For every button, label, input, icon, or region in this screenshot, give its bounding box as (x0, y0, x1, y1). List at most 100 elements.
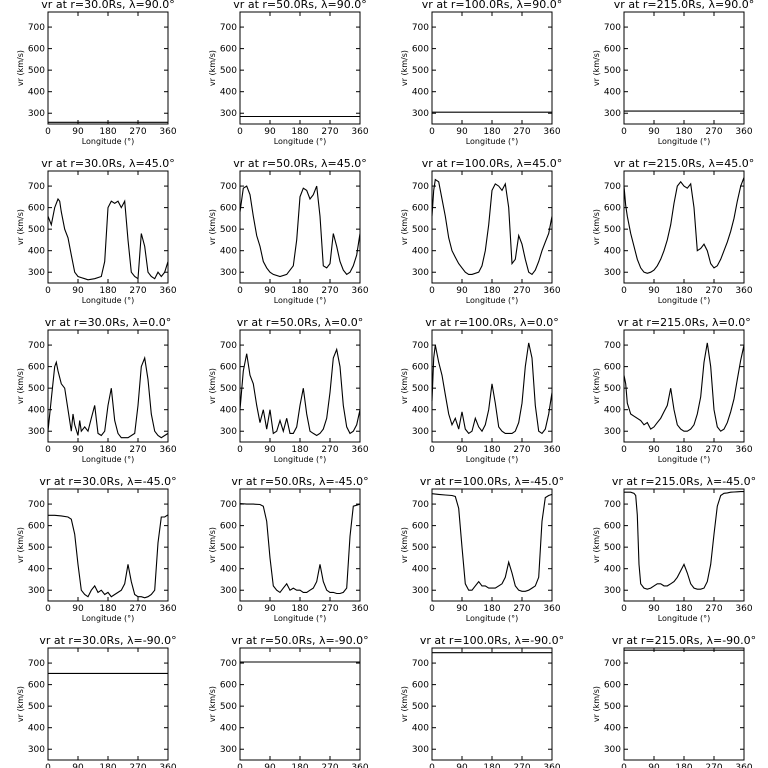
x-tick-label: 180 (99, 286, 116, 296)
y-tick-label: 500 (604, 225, 621, 235)
series-line (239, 503, 361, 595)
x-tick-label: 90 (264, 445, 276, 455)
y-tick-label: 600 (412, 204, 429, 214)
panel-20: vr at r=215.0Rs, λ=-90.0° 0 90 180 270 360 300… (592, 634, 756, 768)
panel-19: vr at r=100.0Rs, λ=-90.0° 0 90 180 270 360 300… (400, 634, 564, 768)
x-axis-label: Longitude (°) (466, 614, 519, 623)
x-tick-label: 0 (429, 445, 435, 455)
x-tick-label: 360 (543, 604, 560, 614)
series-line (623, 342, 745, 432)
y-tick-label: 300 (220, 268, 237, 278)
y-axis-label: vr (km/s) (208, 686, 217, 722)
x-tick-label: 270 (513, 127, 530, 137)
y-tick-label: 500 (220, 66, 237, 76)
y-tick-label: 500 (412, 66, 429, 76)
panel-title: vr at r=30.0Rs, λ=-45.0° (39, 475, 176, 488)
plot-frame (239, 647, 361, 761)
panel-title: vr at r=50.0Rs, λ=-90.0° (231, 634, 368, 647)
y-tick-label: 300 (604, 586, 621, 596)
x-tick-label: 270 (129, 445, 146, 455)
x-tick-label: 90 (648, 127, 660, 137)
plot-frame (47, 488, 169, 602)
y-tick-label: 400 (28, 88, 45, 98)
y-tick-label: 300 (28, 109, 45, 119)
x-tick-label: 270 (513, 604, 530, 614)
plot-frame (47, 170, 169, 284)
y-tick-label: 500 (28, 543, 45, 553)
x-tick-label: 90 (648, 763, 660, 768)
y-axis-label: vr (km/s) (400, 368, 409, 404)
x-tick-label: 270 (705, 763, 722, 768)
panel-12: vr at r=215.0Rs, λ=0.0° 0 90 180 270 360 300 40… (592, 316, 753, 464)
plot-frame (431, 11, 553, 125)
y-tick-label: 600 (412, 681, 429, 691)
y-tick-label: 400 (604, 565, 621, 575)
y-tick-label: 600 (412, 45, 429, 55)
x-tick-label: 90 (72, 445, 84, 455)
y-tick-label: 400 (28, 247, 45, 257)
x-tick-label: 0 (45, 763, 51, 768)
x-tick-label: 360 (159, 763, 176, 768)
x-tick-label: 360 (159, 604, 176, 614)
x-tick-label: 0 (237, 445, 243, 455)
y-tick-label: 300 (28, 745, 45, 755)
y-tick-label: 600 (28, 681, 45, 691)
series-line (47, 197, 169, 281)
panel-title: vr at r=215.0Rs, λ=45.0° (614, 157, 754, 170)
y-tick-label: 700 (412, 500, 429, 510)
x-tick-label: 180 (99, 763, 116, 768)
y-tick-label: 400 (220, 565, 237, 575)
y-tick-label: 500 (604, 702, 621, 712)
y-axis-label: vr (km/s) (592, 527, 601, 563)
y-tick-label: 300 (28, 586, 45, 596)
y-tick-label: 700 (604, 659, 621, 669)
y-axis-label: vr (km/s) (400, 686, 409, 722)
x-tick-label: 0 (621, 127, 627, 137)
y-tick-label: 500 (412, 702, 429, 712)
y-tick-label: 700 (412, 659, 429, 669)
y-tick-label: 300 (220, 586, 237, 596)
y-tick-label: 500 (220, 543, 237, 553)
series-line (623, 177, 745, 274)
y-tick-label: 400 (220, 406, 237, 416)
y-tick-label: 700 (220, 500, 237, 510)
y-tick-label: 300 (604, 427, 621, 437)
y-axis-label: vr (km/s) (16, 686, 25, 722)
y-tick-label: 700 (220, 659, 237, 669)
x-tick-label: 0 (429, 763, 435, 768)
x-tick-label: 180 (291, 127, 308, 137)
x-tick-label: 90 (648, 445, 660, 455)
panel-16: vr at r=215.0Rs, λ=-45.0° 0 90 180 270 360 300… (592, 475, 756, 623)
x-tick-label: 0 (237, 127, 243, 137)
x-tick-label: 90 (264, 286, 276, 296)
x-tick-label: 180 (483, 445, 500, 455)
y-tick-label: 600 (28, 204, 45, 214)
y-tick-label: 400 (220, 724, 237, 734)
x-axis-label: Longitude (°) (658, 296, 711, 305)
panel-title: vr at r=100.0Rs, λ=0.0° (425, 316, 558, 329)
x-tick-label: 180 (675, 763, 692, 768)
y-tick-label: 500 (220, 702, 237, 712)
x-tick-label: 90 (648, 604, 660, 614)
x-tick-label: 90 (456, 445, 468, 455)
plot-frame (239, 488, 361, 602)
y-tick-label: 700 (220, 23, 237, 33)
x-tick-label: 90 (264, 763, 276, 768)
x-tick-label: 360 (735, 763, 752, 768)
y-tick-label: 700 (412, 23, 429, 33)
series-line (624, 491, 744, 590)
x-tick-label: 0 (429, 127, 435, 137)
y-axis-label: vr (km/s) (16, 50, 25, 86)
y-tick-label: 700 (604, 341, 621, 351)
y-tick-label: 400 (28, 565, 45, 575)
x-tick-label: 0 (45, 286, 51, 296)
x-tick-label: 90 (456, 763, 468, 768)
y-tick-label: 500 (28, 702, 45, 712)
y-tick-label: 600 (604, 204, 621, 214)
y-tick-label: 700 (604, 500, 621, 510)
x-tick-label: 0 (429, 604, 435, 614)
y-tick-label: 500 (412, 225, 429, 235)
y-tick-label: 500 (604, 384, 621, 394)
x-axis-label: Longitude (°) (466, 137, 519, 146)
